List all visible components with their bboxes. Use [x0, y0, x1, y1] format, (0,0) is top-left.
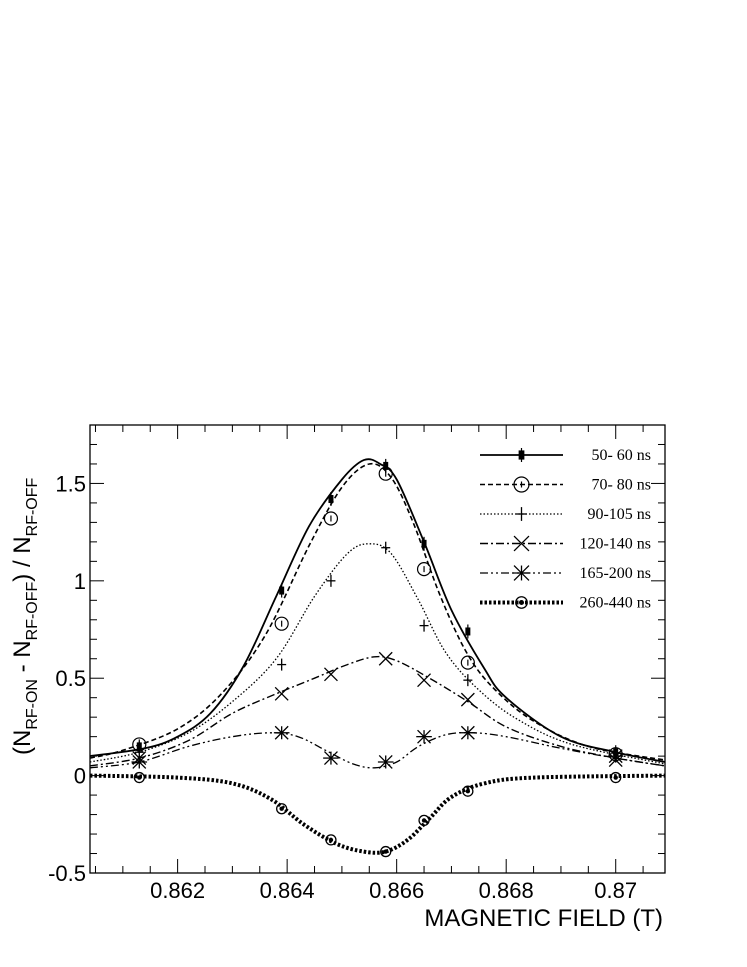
- data-marker: [377, 755, 394, 769]
- legend-label: 165-200 ns: [579, 565, 651, 582]
- data-marker: [416, 562, 432, 577]
- series-line: [90, 655, 665, 767]
- legend-entry: 120-140 ns: [480, 536, 651, 553]
- x-axis-title: MAGNETIC FIELD (T): [424, 905, 663, 932]
- data-marker: [323, 511, 339, 526]
- data-marker: [326, 574, 336, 587]
- legend-label: 120-140 ns: [579, 536, 651, 553]
- legend-label: 50- 60 ns: [591, 447, 651, 464]
- axis-ticks: [90, 424, 665, 874]
- data-marker: [378, 466, 393, 481]
- x-tick-label: 0.866: [369, 878, 424, 903]
- data-marker: [323, 667, 338, 682]
- series-line: [90, 462, 665, 761]
- data-marker: [516, 507, 527, 521]
- data-marker: [512, 565, 531, 581]
- data-marker: [421, 536, 427, 551]
- data-marker: [460, 725, 476, 740]
- data-marker: [460, 692, 475, 707]
- data-marker: [513, 476, 530, 493]
- y-title-part: - N: [9, 640, 36, 679]
- data-marker: [381, 541, 391, 554]
- x-tick-label: 0.87: [594, 878, 637, 903]
- data-marker: [417, 673, 432, 688]
- series-line: [90, 731, 665, 769]
- legend-entry: 70- 80 ns: [480, 476, 651, 494]
- legend-entry: 90-105 ns: [480, 506, 651, 523]
- legend-entry: 50- 60 ns: [480, 447, 651, 464]
- legend-label: 70- 80 ns: [591, 477, 651, 494]
- data-marker: [133, 771, 145, 784]
- series-line: [90, 773, 665, 855]
- y-title-sub: RF-ON: [24, 679, 41, 730]
- data-marker: [419, 619, 429, 632]
- data-marker: [274, 686, 289, 701]
- x-tick-label: 0.862: [150, 878, 205, 903]
- data-marker: [610, 771, 622, 784]
- data-marker: [378, 651, 393, 666]
- x-tick-label: 0.868: [479, 878, 534, 903]
- data-marker: [607, 749, 624, 764]
- data-marker: [513, 535, 530, 552]
- data-marker: [276, 803, 288, 815]
- series-3: [90, 651, 665, 767]
- y-title-part: (N: [9, 730, 36, 755]
- y-tick-label: 1: [74, 569, 86, 594]
- data-marker: [418, 814, 430, 827]
- data-marker: [323, 751, 339, 766]
- y-tick-labels: -0.5 0 0.5 1 1.5: [48, 471, 86, 886]
- legend-label: 260-440 ns: [579, 595, 651, 612]
- data-marker: [462, 785, 474, 797]
- y-title-part: ) / N: [9, 536, 36, 581]
- data-marker: [465, 624, 471, 639]
- y-tick-label: -0.5: [48, 861, 86, 886]
- data-marker: [131, 755, 148, 769]
- x-tick-labels: 0.862 0.864 0.866 0.868 0.87: [150, 878, 637, 903]
- data-marker: [515, 596, 528, 609]
- y-tick-label: 1.5: [55, 471, 86, 496]
- y-tick-label: 0: [74, 764, 86, 789]
- data-marker: [273, 725, 290, 740]
- plot-frame: [89, 424, 666, 874]
- legend: 50- 60 ns 70- 80 ns 90-105 ns 120-140 ns 165…: [480, 447, 651, 612]
- y-tick-label: 0.5: [55, 666, 86, 691]
- legend-label: 90-105 ns: [587, 506, 651, 523]
- x-tick-label: 0.864: [260, 878, 315, 903]
- series-1: [90, 462, 665, 762]
- data-marker: [460, 655, 475, 670]
- data-marker: [380, 845, 392, 858]
- y-title-sub: RF-OFF: [24, 581, 41, 640]
- legend-entry: 260-440 ns: [480, 595, 651, 612]
- series-4: [90, 725, 665, 769]
- plot-area: [90, 458, 665, 858]
- data-marker: [463, 674, 473, 687]
- data-marker: [325, 834, 337, 846]
- data-marker: [518, 448, 525, 462]
- y-axis-title: (NRF-ON - NRF-OFF) / NRF-OFF: [9, 477, 41, 755]
- data-marker: [279, 583, 285, 598]
- data-marker: [274, 616, 289, 631]
- legend-entry: 165-200 ns: [480, 565, 651, 582]
- y-title-sub: RF-OFF: [24, 477, 41, 536]
- data-marker: [416, 729, 432, 744]
- series-5: [90, 771, 665, 858]
- data-marker: [277, 658, 287, 671]
- series-line: [90, 458, 665, 763]
